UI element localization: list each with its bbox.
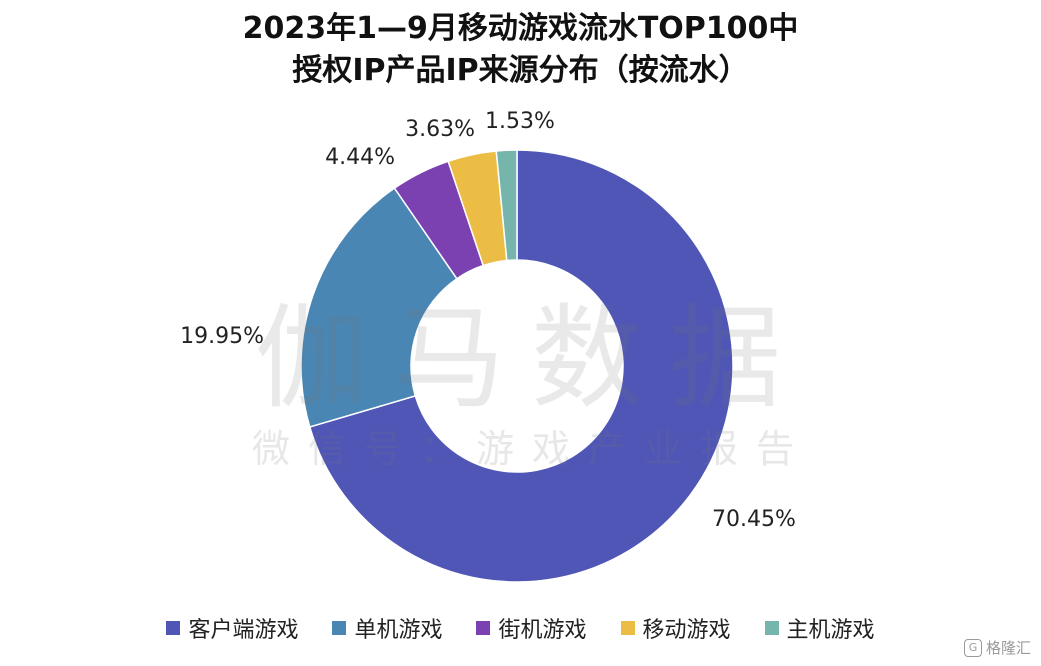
legend-swatch: [476, 621, 491, 635]
slice-label-3: 4.44%: [325, 145, 395, 170]
donut-slice-2: [300, 187, 458, 428]
brand-mark: G 格隆汇: [963, 637, 1031, 658]
legend-label: 客户端游戏: [188, 618, 299, 643]
slice-label-2: 19.95%: [180, 324, 264, 349]
watermark-main: 伽马数据: [255, 294, 807, 424]
chart-title-line1: 2023年1—9月移动游戏流水TOP100中: [242, 11, 799, 46]
legend-label: 移动游戏: [642, 618, 731, 643]
watermark-sub: 微信号：游戏产业报告: [252, 427, 813, 471]
legend-label: 单机游戏: [354, 618, 443, 643]
slice-label-5: 1.53%: [485, 109, 555, 134]
legend-item-5: 主机游戏: [764, 612, 875, 644]
legend-item-3: 街机游戏: [476, 612, 587, 644]
legend-swatch: [166, 621, 181, 635]
legend-item-1: 客户端游戏: [166, 612, 298, 644]
donut-slice-1: [308, 149, 734, 583]
legend-item-4: 移动游戏: [620, 612, 731, 644]
legend-swatch: [764, 621, 779, 635]
chart-legend: 客户端游戏 单机游戏 街机游戏 移动游戏 主机游戏: [0, 612, 1041, 644]
legend-label: 主机游戏: [786, 618, 875, 643]
donut-slice-5: [495, 149, 518, 262]
brand-logo-icon: G: [963, 638, 982, 657]
slice-label-4: 3.63%: [405, 117, 475, 142]
slice-label-1: 70.45%: [712, 507, 796, 532]
chart-title-line2: 授权IP产品IP来源分布（按流水）: [292, 53, 749, 88]
legend-item-2: 单机游戏: [332, 612, 442, 644]
legend-swatch: [620, 621, 635, 635]
legend-label: 街机游戏: [498, 618, 587, 643]
chart-title: 2023年1—9月移动游戏流水TOP100中 授权IP产品IP来源分布（按流水）: [0, 8, 1041, 92]
brand-name: 格隆汇: [985, 639, 1031, 657]
legend-swatch: [332, 621, 347, 635]
